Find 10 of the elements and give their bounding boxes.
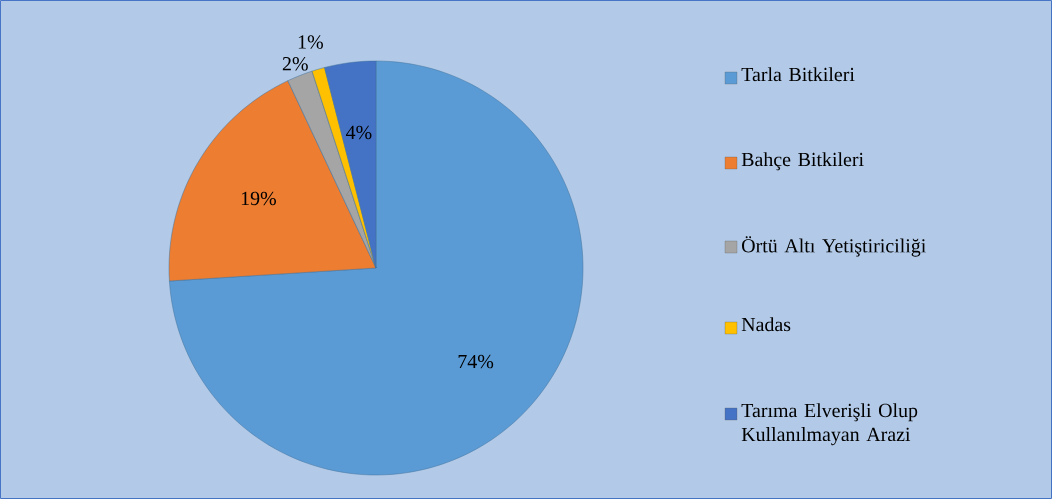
- data-label: 1%: [298, 35, 323, 49]
- data-label: 4%: [345, 125, 372, 140]
- data-label: 74%: [458, 354, 494, 369]
- legend-label: Tarla Bitkileri: [741, 67, 855, 82]
- legend-label: Örtü Altı Yetiştiriciliği: [742, 236, 926, 257]
- legend-label: Nadas: [741, 317, 791, 332]
- legend-label: Bahçe Bitkileri: [741, 152, 864, 171]
- legend-label: Tarıma Elverişli Olup Kullanılmayan Arazi: [741, 403, 918, 446]
- data-label: 19%: [241, 191, 276, 206]
- data-label: 2%: [282, 57, 308, 71]
